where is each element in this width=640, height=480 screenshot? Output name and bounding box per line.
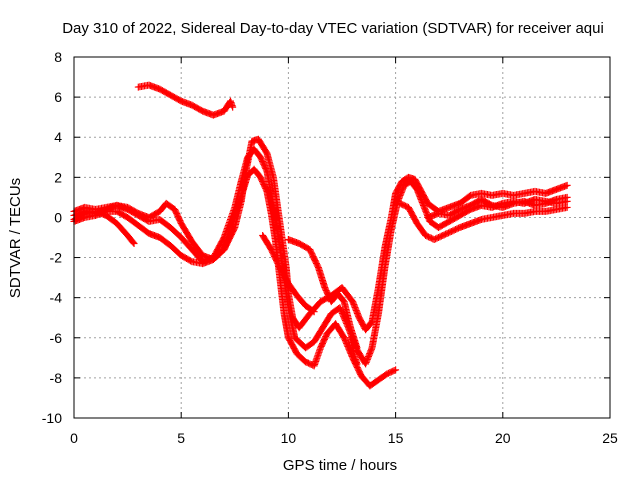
data-points <box>70 81 571 390</box>
data-point <box>563 193 571 201</box>
data-point <box>129 238 137 246</box>
y-tick-label: -2 <box>50 250 63 266</box>
y-tick-label: 0 <box>54 209 62 225</box>
data-point <box>353 344 361 352</box>
y-tick-label: 2 <box>54 169 62 185</box>
series-track-g <box>284 236 361 352</box>
x-axis-label: GPS time / hours <box>283 457 397 474</box>
series-track-f <box>259 231 318 316</box>
plot-frame <box>73 56 611 419</box>
x-tick-label: 10 <box>281 430 297 446</box>
x-tick-label: 15 <box>388 430 404 446</box>
y-tick-label: -4 <box>50 290 63 306</box>
data-point <box>390 367 398 375</box>
chart-title: Day 310 of 2022, Sidereal Day-to-day VTE… <box>62 20 604 37</box>
y-axis-label: SDTVAR / TECUs <box>7 178 24 298</box>
series-track-c <box>70 135 571 334</box>
series-track-h <box>347 334 361 368</box>
data-point <box>310 308 318 316</box>
y-tick-label: -8 <box>50 370 63 386</box>
tick-labels: 0 5 10 15 20 25 -10 -8 -6 -4 -2 0 2 4 6 8 <box>42 49 618 446</box>
series-track-d <box>70 145 571 368</box>
series-track-j <box>424 193 571 221</box>
data-point <box>563 181 571 189</box>
data-point <box>392 366 400 374</box>
series-track-e <box>70 165 400 390</box>
y-tick-label: -10 <box>42 410 62 426</box>
y-tick-label: 8 <box>54 49 62 65</box>
data-point <box>229 103 237 111</box>
y-tick-label: 4 <box>54 129 62 145</box>
data-point <box>309 307 317 315</box>
grid-lines <box>74 57 610 418</box>
y-tick-label: -6 <box>50 330 63 346</box>
series-track-i <box>396 199 571 244</box>
x-tick-label: 25 <box>602 430 618 446</box>
data-point <box>563 203 571 211</box>
x-tick-label: 20 <box>495 430 511 446</box>
y-tick-label: 6 <box>54 89 62 105</box>
x-tick-label: 0 <box>70 430 78 446</box>
series-track-a <box>134 81 237 119</box>
data-point <box>130 240 138 248</box>
x-tick-label: 5 <box>177 430 185 446</box>
data-point <box>353 360 361 368</box>
